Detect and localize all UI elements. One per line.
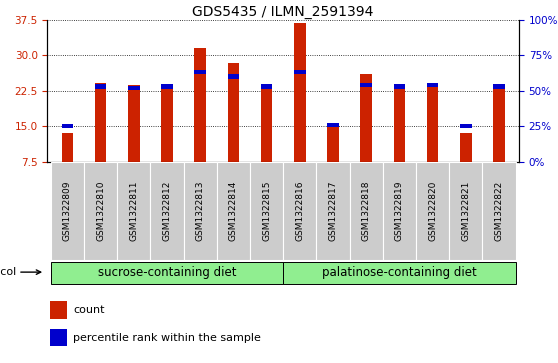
Bar <box>61 124 73 128</box>
Bar <box>383 162 416 260</box>
Bar <box>150 162 184 260</box>
Bar <box>294 70 306 74</box>
Text: GSM1322811: GSM1322811 <box>129 180 138 241</box>
Bar <box>184 162 217 260</box>
Bar <box>393 86 405 162</box>
Bar <box>316 162 350 260</box>
Text: GSM1322818: GSM1322818 <box>362 180 371 241</box>
Text: GSM1322820: GSM1322820 <box>428 180 437 241</box>
Text: sucrose-containing diet: sucrose-containing diet <box>98 266 236 279</box>
Bar <box>493 85 505 162</box>
Text: GSM1322819: GSM1322819 <box>395 180 404 241</box>
Text: count: count <box>73 305 104 315</box>
Bar <box>360 83 372 87</box>
Bar <box>50 301 67 319</box>
Bar <box>228 64 239 162</box>
Bar <box>493 84 505 89</box>
Bar <box>128 85 140 162</box>
Text: GSM1322815: GSM1322815 <box>262 180 271 241</box>
Bar <box>283 261 516 284</box>
Bar <box>360 74 372 162</box>
Bar <box>117 162 150 260</box>
Text: GSM1322812: GSM1322812 <box>162 180 171 241</box>
Bar <box>393 84 405 89</box>
Bar <box>161 84 173 89</box>
Text: percentile rank within the sample: percentile rank within the sample <box>73 333 261 343</box>
Text: palatinose-containing diet: palatinose-containing diet <box>322 266 477 279</box>
Text: GSM1322814: GSM1322814 <box>229 180 238 241</box>
Text: GSM1322810: GSM1322810 <box>96 180 105 241</box>
Text: GSM1322816: GSM1322816 <box>295 180 304 241</box>
Bar <box>51 261 283 284</box>
Text: GSM1322817: GSM1322817 <box>329 180 338 241</box>
Bar <box>228 74 239 79</box>
Bar <box>294 23 306 162</box>
Bar <box>194 70 206 74</box>
Bar <box>161 84 173 162</box>
Bar <box>460 124 472 128</box>
Text: GSM1322813: GSM1322813 <box>196 180 205 241</box>
Bar <box>84 162 117 260</box>
Text: GSM1322822: GSM1322822 <box>494 180 503 241</box>
Text: GSM1322809: GSM1322809 <box>63 180 72 241</box>
Bar <box>416 162 449 260</box>
Bar <box>427 83 439 87</box>
Text: GSM1322821: GSM1322821 <box>461 180 470 241</box>
Bar <box>51 162 84 260</box>
Title: GDS5435 / ILMN_2591394: GDS5435 / ILMN_2591394 <box>193 5 374 19</box>
Bar <box>194 48 206 162</box>
Bar <box>483 162 516 260</box>
Bar <box>427 85 439 162</box>
Bar <box>50 329 67 346</box>
Bar <box>350 162 383 260</box>
Text: protocol: protocol <box>0 267 17 277</box>
Bar <box>460 133 472 162</box>
Bar <box>449 162 483 260</box>
Bar <box>261 84 272 89</box>
Bar <box>327 127 339 162</box>
Bar <box>327 123 339 127</box>
Bar <box>95 83 107 162</box>
Bar <box>61 133 73 162</box>
Bar <box>128 86 140 90</box>
Bar <box>283 162 316 260</box>
Bar <box>250 162 283 260</box>
Bar <box>217 162 250 260</box>
Bar <box>95 84 107 89</box>
Bar <box>261 85 272 162</box>
